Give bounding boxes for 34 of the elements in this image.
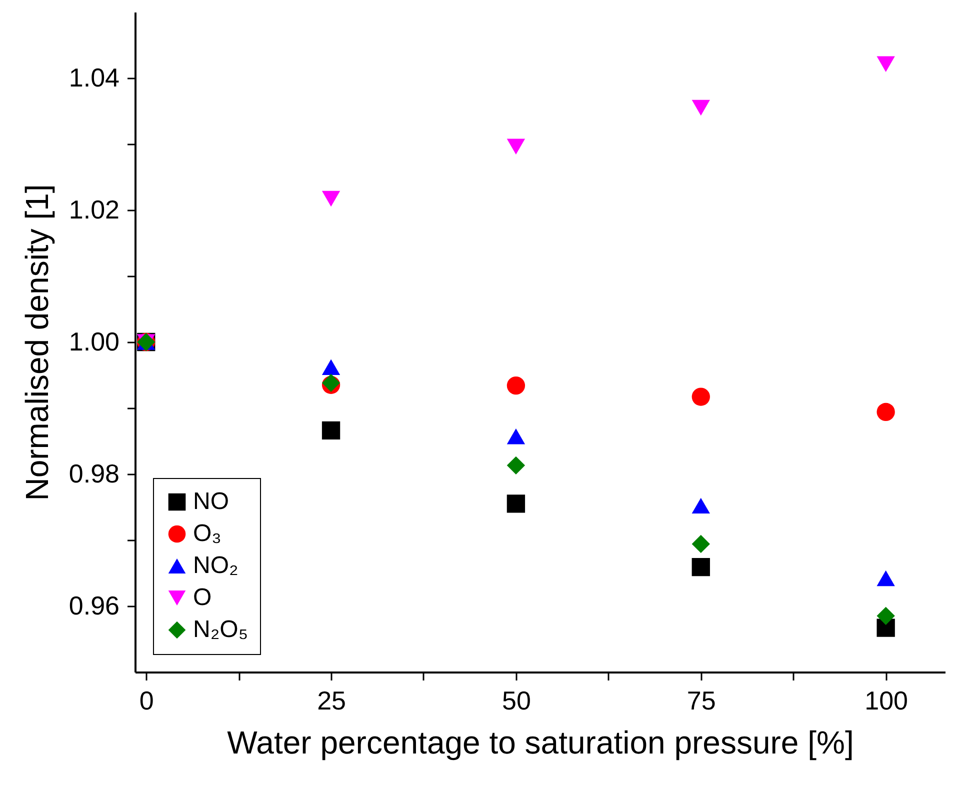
x-axis-title: Water percentage to saturation pressure [%] xyxy=(227,724,854,760)
point xyxy=(692,498,710,514)
point xyxy=(876,56,895,72)
x-tick-label: 50 xyxy=(502,686,531,716)
point xyxy=(506,494,526,513)
x-tick-label: 25 xyxy=(317,686,346,716)
point xyxy=(322,359,340,375)
y-axis-title: Normalised density [1] xyxy=(18,184,55,501)
y-tick-label: 1.02 xyxy=(68,194,120,224)
y-tick-label: 0.96 xyxy=(68,590,120,620)
point xyxy=(876,606,895,625)
y-tick-label: 1.04 xyxy=(68,62,120,92)
legend-label: O₃ xyxy=(193,520,222,547)
point xyxy=(692,534,710,554)
x-tick-label: 100 xyxy=(864,686,908,716)
legend-label: O xyxy=(193,584,212,611)
point xyxy=(692,558,710,576)
legend-label: N₂O₅ xyxy=(193,616,248,643)
x-tick-label: 0 xyxy=(139,686,154,716)
point xyxy=(876,402,895,422)
point xyxy=(322,421,340,440)
point xyxy=(692,100,710,116)
legend-label: NO xyxy=(193,488,229,515)
point xyxy=(322,190,340,207)
point xyxy=(506,376,526,395)
legend-label: NO₂ xyxy=(193,552,238,579)
point xyxy=(506,428,526,444)
x-tick-label: 75 xyxy=(686,686,716,716)
point xyxy=(506,456,526,475)
point xyxy=(506,138,526,155)
point xyxy=(692,388,710,406)
y-tick-label: 1.00 xyxy=(68,326,120,356)
point xyxy=(876,570,895,586)
y-tick-label: 0.98 xyxy=(68,458,120,488)
